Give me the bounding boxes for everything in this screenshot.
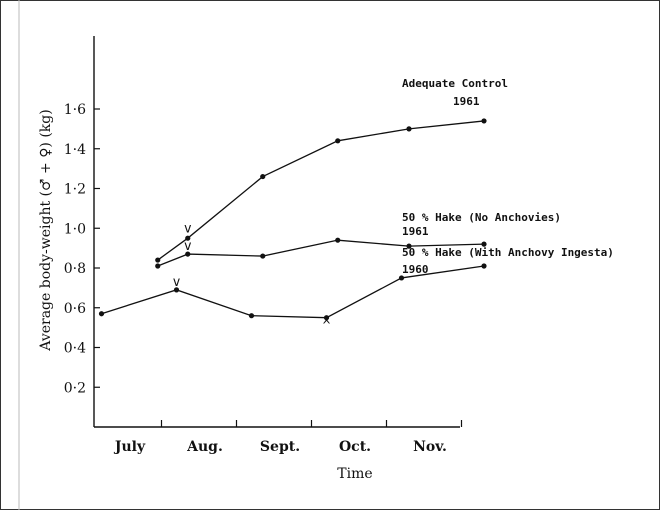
y-tick-label: 1·2: [64, 182, 86, 198]
data-point: [155, 257, 161, 263]
series-line: [157, 239, 485, 267]
data-point: [260, 253, 266, 259]
data-point: [185, 235, 191, 241]
data-point: [248, 313, 255, 319]
data-point: [406, 126, 412, 132]
arrow-marker: v: [173, 275, 181, 290]
arrow-marker: v: [184, 239, 192, 254]
y-tick-label: 1·4: [64, 142, 86, 158]
y-tick-label: 0·8: [64, 261, 86, 277]
data-point: [155, 263, 161, 269]
series-year-label: 1960: [402, 263, 429, 276]
y-tick-label: 0·2: [64, 380, 86, 396]
data-point: [335, 237, 341, 243]
series-year-label: 1961: [453, 95, 480, 108]
data-point: [335, 138, 341, 144]
data-point: [406, 243, 412, 249]
data-point: [185, 251, 191, 257]
series-group: [98, 118, 487, 321]
x-tick-label: Sept.: [260, 439, 300, 455]
series-label: 50 % Hake (No Anchovies): [402, 211, 561, 224]
y-tick-label: 1·0: [64, 221, 86, 237]
data-point: [173, 287, 180, 293]
y-axis-label: Average body-weight (♂ + ♀) (kg): [38, 109, 54, 351]
series-label: Adequate Control: [402, 77, 508, 90]
data-point: [260, 173, 266, 180]
x-tick-label: Oct.: [339, 439, 371, 455]
series-line: [101, 265, 485, 319]
x-tick-label: July: [113, 439, 146, 455]
arrow-marker: v: [184, 221, 192, 236]
series-label: 50 % Hake (With Anchovy Ingesta): [402, 246, 614, 259]
data-point: [481, 118, 487, 124]
series-year-label: 1961: [402, 225, 429, 238]
data-point: [98, 311, 105, 317]
series-line: [157, 120, 485, 261]
data-point: [398, 275, 405, 281]
data-point: [481, 241, 487, 247]
y-tick-label: 0·6: [64, 301, 86, 317]
y-tick-label: 0·4: [64, 341, 86, 357]
data-point: [481, 263, 487, 269]
x-axis-label: Time: [337, 466, 372, 482]
y-tick-group: 0·2 0·4 0·6 0·8 1·0 1·2 1·4 1·6: [64, 102, 100, 396]
x-tick-label: Nov.: [413, 439, 447, 455]
arrow-marker: ^: [323, 319, 331, 334]
y-tick-label: 1·6: [64, 102, 86, 118]
x-tick-group: July Aug. Sept. Oct. Nov.: [113, 420, 463, 455]
x-tick-label: Aug.: [186, 439, 223, 455]
data-point: [323, 315, 330, 321]
marker-group: vvv^: [173, 221, 331, 333]
